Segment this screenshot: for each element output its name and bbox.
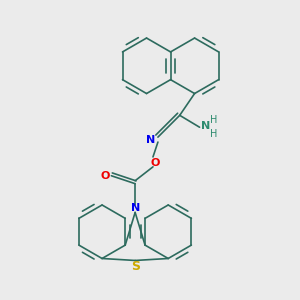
Text: N: N bbox=[200, 121, 210, 131]
Text: N: N bbox=[146, 135, 156, 145]
Text: H: H bbox=[210, 115, 218, 125]
Text: N: N bbox=[130, 203, 140, 214]
Text: O: O bbox=[150, 158, 160, 168]
Text: S: S bbox=[130, 260, 140, 273]
Text: O: O bbox=[101, 171, 110, 181]
Text: H: H bbox=[210, 129, 218, 139]
